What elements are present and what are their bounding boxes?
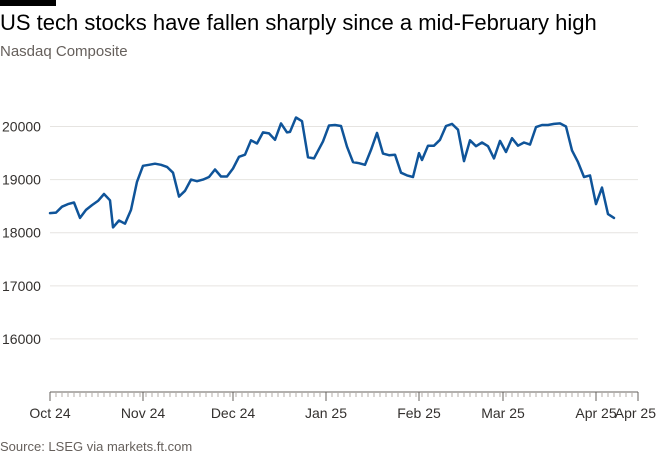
x-axis [49, 391, 639, 401]
x-tick-label: Dec 24 [211, 405, 256, 421]
x-tick-label: Apr 25 [615, 405, 656, 421]
y-tick-label: 17000 [2, 278, 41, 294]
y-gridlines [50, 126, 638, 340]
y-tick-label: 16000 [2, 331, 41, 347]
x-tick-label: Jan 25 [305, 405, 347, 421]
nasdaq-composite-line [48, 116, 616, 229]
source-note: Source: LSEG via markets.ft.com [0, 439, 193, 454]
x-tick-label: Apr 25 [575, 405, 616, 421]
x-tick-label: Feb 25 [397, 405, 441, 421]
chart-subtitle: Nasdaq Composite [0, 43, 128, 60]
y-tick-labels: 16000 17000 18000 19000 20000 [2, 119, 41, 347]
x-tick-label: Mar 25 [481, 405, 525, 421]
y-tick-label: 18000 [2, 225, 41, 241]
x-tick-label: Nov 24 [121, 405, 166, 421]
chart-title: US tech stocks have fallen sharply since… [0, 10, 597, 35]
series-layer [48, 116, 616, 229]
brand-bar [0, 0, 56, 6]
y-tick-label: 20000 [2, 119, 41, 135]
y-tick-label: 19000 [2, 172, 41, 188]
x-tick-label: Oct 24 [29, 405, 70, 421]
x-tick-labels: Oct 24 Nov 24 Dec 24 Jan 25 Feb 25 Mar 25 Apr … [29, 405, 656, 421]
